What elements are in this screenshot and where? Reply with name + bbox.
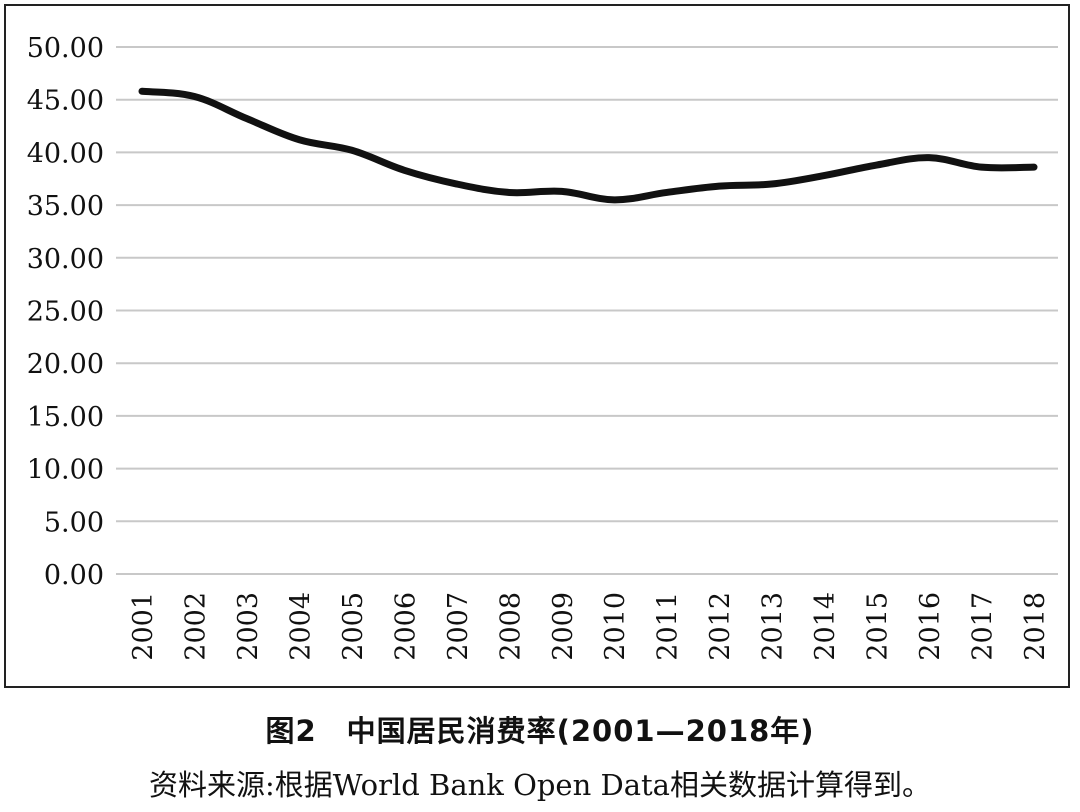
x-tick-label: 2005 bbox=[338, 592, 369, 661]
x-tick-label: 2013 bbox=[758, 592, 789, 661]
y-tick-label: 35.00 bbox=[27, 191, 104, 222]
source-note: 资料来源:根据World Bank Open Data相关数据计算得到。 bbox=[149, 768, 931, 802]
x-axis-tick-labels: 2001 2002 2003 2004 2005 2006 2007 2008 2009 2010… bbox=[128, 592, 1051, 661]
x-tick-label: 2014 bbox=[810, 592, 841, 661]
y-tick-label: 25.00 bbox=[27, 297, 104, 328]
x-tick-label: 2006 bbox=[390, 592, 421, 661]
x-tick-label: 2004 bbox=[285, 592, 316, 661]
x-tick-label: 2018 bbox=[1020, 592, 1051, 661]
series-layer bbox=[138, 87, 1038, 204]
y-tick-label: 5.00 bbox=[44, 507, 104, 538]
y-tick-label: 40.00 bbox=[27, 138, 104, 169]
x-tick-label: 2002 bbox=[180, 592, 211, 661]
gridlines bbox=[116, 46, 1058, 575]
y-tick-label: 50.00 bbox=[27, 33, 104, 64]
x-tick-label: 2001 bbox=[128, 592, 159, 661]
x-tick-label: 2016 bbox=[915, 592, 946, 661]
x-tick-label: 2009 bbox=[548, 592, 579, 661]
x-tick-label: 2008 bbox=[495, 592, 526, 661]
y-axis-tick-labels: 0.00 5.00 10.00 15.00 20.00 25.00 30.00 35.00 40… bbox=[27, 33, 104, 591]
y-tick-label: 30.00 bbox=[27, 244, 104, 275]
line-chart: 0.00 5.00 10.00 15.00 20.00 25.00 30.00 35.00 40… bbox=[27, 33, 1058, 661]
x-tick-label: 2003 bbox=[233, 592, 264, 661]
x-tick-label: 2010 bbox=[600, 592, 631, 661]
x-tick-label: 2011 bbox=[653, 592, 684, 661]
x-tick-label: 2017 bbox=[968, 592, 999, 661]
y-tick-label: 45.00 bbox=[27, 86, 104, 117]
series-line bbox=[138, 87, 1038, 204]
chart-frame: 0.00 5.00 10.00 15.00 20.00 25.00 30.00 35.00 40… bbox=[4, 4, 1070, 688]
x-tick-label: 2007 bbox=[443, 592, 474, 661]
x-tick-label: 2012 bbox=[705, 592, 736, 661]
figure-caption: 图2 中国居民消费率(2001—2018年) bbox=[265, 714, 815, 748]
y-tick-label: 15.00 bbox=[27, 402, 104, 433]
y-tick-label: 0.00 bbox=[44, 560, 104, 591]
x-tick-label: 2015 bbox=[863, 592, 894, 661]
y-tick-label: 20.00 bbox=[27, 349, 104, 380]
y-tick-label: 10.00 bbox=[27, 455, 104, 486]
